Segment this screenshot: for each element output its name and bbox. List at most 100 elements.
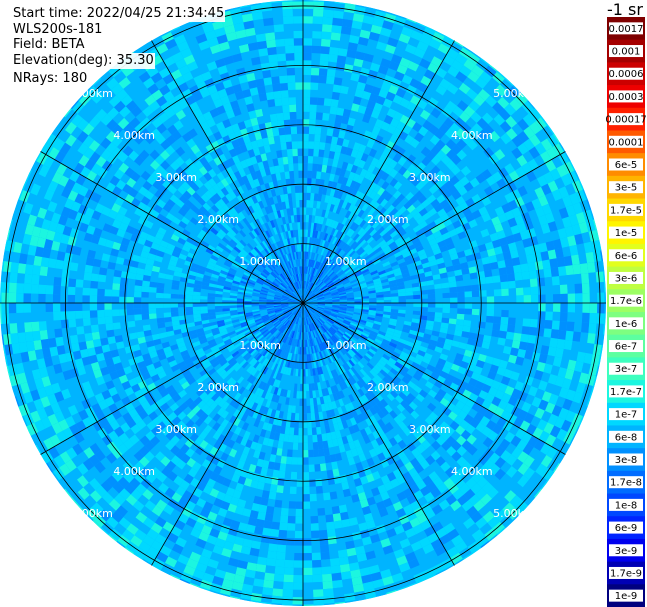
beta-cell bbox=[396, 147, 406, 157]
beta-cell bbox=[326, 280, 333, 286]
beta-cell bbox=[314, 463, 321, 472]
beta-cell bbox=[321, 274, 327, 281]
beta-cell bbox=[419, 109, 431, 121]
beta-cell bbox=[478, 206, 489, 216]
beta-cell bbox=[264, 572, 275, 582]
beta-cell bbox=[468, 100, 481, 112]
beta-cell bbox=[521, 271, 530, 280]
beta-cell bbox=[477, 222, 488, 232]
beta-cell bbox=[500, 316, 509, 325]
beta-cell bbox=[388, 257, 398, 265]
beta-cell bbox=[409, 270, 418, 277]
beta-cell bbox=[316, 295, 324, 299]
beta-cell bbox=[309, 297, 317, 301]
beta-cell bbox=[492, 275, 501, 284]
beta-cell bbox=[420, 146, 431, 157]
beta-cell bbox=[303, 163, 308, 171]
beta-cell bbox=[515, 310, 524, 319]
beta-cell bbox=[273, 573, 285, 582]
beta-cell bbox=[548, 201, 559, 213]
beta-cell bbox=[271, 476, 279, 486]
beta-cell bbox=[438, 184, 448, 195]
beta-cell bbox=[317, 441, 324, 450]
beta-cell bbox=[314, 290, 322, 295]
beta-cell bbox=[297, 376, 301, 384]
beta-cell bbox=[355, 235, 363, 243]
beta-cell bbox=[479, 303, 487, 310]
beta-cell bbox=[338, 207, 345, 216]
beta-cell bbox=[315, 178, 321, 187]
beta-cell bbox=[308, 259, 311, 267]
beta-cell bbox=[254, 526, 264, 535]
beta-cell bbox=[329, 491, 338, 500]
beta-cell bbox=[475, 76, 488, 89]
beta-cell bbox=[284, 567, 294, 576]
beta-cell bbox=[499, 274, 508, 283]
beta-cell bbox=[582, 303, 590, 314]
beta-cell bbox=[482, 235, 492, 244]
beta-cell bbox=[429, 134, 441, 146]
beta-cell bbox=[475, 173, 486, 184]
beta-cell bbox=[272, 469, 280, 478]
beta-cell bbox=[369, 190, 378, 200]
beta-cell bbox=[293, 575, 303, 583]
beta-cell bbox=[258, 549, 269, 558]
beta-cell bbox=[343, 4, 356, 14]
beta-cell bbox=[412, 224, 422, 233]
beta-cell bbox=[312, 567, 322, 576]
beta-cell bbox=[546, 147, 558, 160]
beta-cell bbox=[357, 261, 366, 268]
beta-cell bbox=[318, 282, 325, 289]
beta-cell bbox=[466, 234, 476, 243]
beta-cell bbox=[447, 185, 458, 195]
beta-cell bbox=[312, 285, 318, 292]
beta-cell bbox=[440, 213, 450, 223]
beta-cell bbox=[567, 312, 576, 322]
beta-cell bbox=[310, 508, 318, 517]
beta-cell bbox=[422, 241, 431, 250]
beta-cell bbox=[335, 248, 342, 256]
beta-cell bbox=[344, 218, 351, 227]
beta-cell bbox=[374, 261, 383, 268]
beta-cell bbox=[289, 493, 297, 502]
beta-cell bbox=[574, 283, 583, 294]
beta-cell bbox=[316, 163, 323, 172]
beta-cell bbox=[432, 118, 444, 130]
beta-cell bbox=[311, 267, 315, 276]
beta-cell bbox=[304, 251, 307, 259]
beta-cell bbox=[479, 309, 487, 316]
beta-cell bbox=[317, 281, 324, 288]
beta-cell bbox=[451, 59, 464, 72]
beta-cell bbox=[308, 449, 314, 458]
beta-cell bbox=[362, 270, 371, 277]
beta-cell bbox=[305, 281, 308, 289]
beta-cell bbox=[541, 203, 552, 215]
beta-cell bbox=[388, 159, 398, 169]
beta-cell bbox=[319, 179, 325, 188]
beta-cell bbox=[411, 236, 420, 245]
beta-cell bbox=[295, 398, 300, 406]
beta-cell bbox=[424, 229, 433, 238]
beta-cell bbox=[369, 267, 377, 274]
beta-cell bbox=[376, 169, 385, 179]
beta-cell bbox=[370, 109, 381, 119]
beta-cell bbox=[537, 277, 546, 287]
beta-cell bbox=[393, 71, 405, 82]
beta-cell bbox=[504, 210, 515, 221]
beta-cell bbox=[549, 337, 558, 348]
beta-cell bbox=[303, 516, 311, 524]
beta-cell bbox=[295, 405, 300, 414]
beta-cell bbox=[322, 112, 330, 121]
beta-cell bbox=[511, 257, 521, 266]
beta-cell bbox=[355, 273, 364, 280]
beta-cell bbox=[407, 173, 417, 183]
beta-cell bbox=[296, 486, 303, 495]
beta-cell bbox=[401, 74, 413, 85]
beta-cell bbox=[431, 73, 444, 85]
beta-cell bbox=[378, 239, 387, 247]
beta-cell bbox=[372, 244, 381, 252]
beta-cell bbox=[411, 148, 421, 159]
beta-cell bbox=[514, 214, 525, 225]
beta-cell bbox=[309, 275, 314, 283]
beta-cell bbox=[425, 250, 435, 258]
